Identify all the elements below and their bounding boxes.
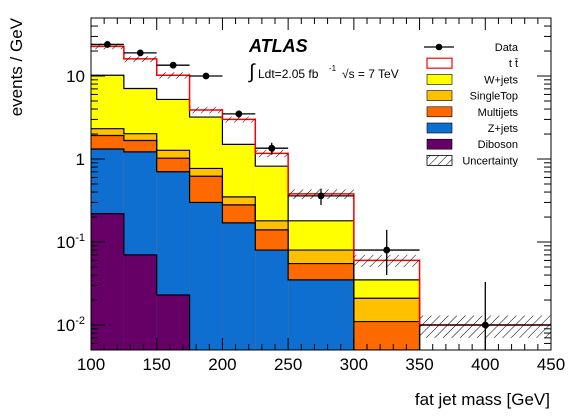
x-tick-label-150: 150	[143, 355, 171, 374]
data-point-1	[136, 49, 144, 57]
axes: 100 150 200 250 300 350 400 450 10-2 10-1 1 10	[56, 17, 565, 374]
bar-diboson-0	[91, 213, 124, 350]
legend-diboson-label: Diboson	[478, 139, 518, 151]
data-point-8	[481, 321, 489, 329]
legend: Data t t̄ W+jets SingleTop Multijets Z+jets Di…	[424, 42, 519, 167]
outline-w-jets	[91, 74, 421, 350]
uncertainty-bin-2	[156, 72, 190, 79]
legend-uncertainty-label: Uncertainty	[462, 155, 518, 167]
legend-z-jets-label: Z+jets	[488, 123, 519, 135]
data-point-6	[317, 192, 325, 200]
y-tick-label-10: 10	[66, 67, 85, 86]
bar-z-jets-6	[288, 279, 354, 350]
uncertainty-bin-3	[189, 106, 223, 114]
integral-symbol: ∫	[248, 61, 256, 83]
x-tick-label-450: 450	[537, 355, 565, 374]
legend-w-jets-label: W+jets	[484, 74, 518, 86]
legend-data-marker	[435, 43, 443, 51]
x-tick-label-100: 100	[77, 355, 105, 374]
bar-z-jets-3	[189, 202, 223, 350]
legend-data-label: Data	[495, 42, 519, 54]
data-point-4	[235, 110, 243, 118]
data-point-0	[104, 41, 111, 48]
uncertainty-bin-1	[123, 56, 157, 63]
legend-singletop-label: SingleTop	[470, 91, 518, 103]
legend-ttbar-swatch	[426, 57, 453, 69]
legend-multijets-swatch	[426, 106, 453, 118]
uncertainty-bin-4	[222, 116, 256, 123]
x-axis-title: fat jet mass [GeV]	[415, 390, 550, 409]
plot-area	[91, 41, 551, 350]
legend-z-jets-swatch	[426, 122, 453, 134]
x-tick-label-350: 350	[405, 355, 433, 374]
y-tick-label-1: 1	[76, 150, 85, 169]
plot-content	[91, 41, 551, 350]
legend-diboson-swatch	[426, 138, 453, 150]
energy-text: √s = 7 TeV	[342, 67, 399, 81]
atlas-label: ATLAS	[248, 36, 308, 56]
legend-uncertainty-swatch	[426, 154, 453, 166]
bar-z-jets-5	[255, 250, 289, 350]
data-point-3	[202, 72, 210, 80]
legend-w-jets-swatch	[426, 74, 453, 85]
x-tick-label-250: 250	[274, 355, 302, 374]
luminosity-label: ∫ Ldt=2.05 fb -1 √s = 7 TeV	[248, 61, 399, 83]
y-tick-label-0.01: 10-2	[56, 315, 85, 335]
lumi-text: Ldt=2.05 fb	[258, 67, 319, 81]
legend-singletop-swatch	[426, 90, 453, 101]
legend-t-t--label: t t̄	[509, 58, 519, 70]
outline-singletop	[91, 128, 421, 350]
x-tick-label-300: 300	[340, 355, 368, 374]
data-point-5	[268, 144, 276, 152]
outline-z-jets	[91, 148, 421, 350]
legend-multijets-label: Multijets	[478, 107, 519, 119]
bar-diboson-2	[156, 294, 190, 350]
y-axis-title: events / GeV	[7, 17, 26, 116]
x-tick-label-200: 200	[208, 355, 236, 374]
outline-diboson	[91, 212, 191, 350]
bar-multijets-7	[353, 321, 420, 350]
y-tick-label-0.1: 10-1	[56, 232, 85, 252]
data-point-7	[383, 246, 391, 254]
x-tick-label-400: 400	[471, 355, 499, 374]
lumi-exponent: -1	[329, 64, 337, 73]
outline-multijets	[91, 134, 421, 350]
data-point-2	[169, 61, 177, 69]
bar-z-jets-4	[222, 222, 256, 350]
bar-diboson-1	[123, 254, 157, 350]
